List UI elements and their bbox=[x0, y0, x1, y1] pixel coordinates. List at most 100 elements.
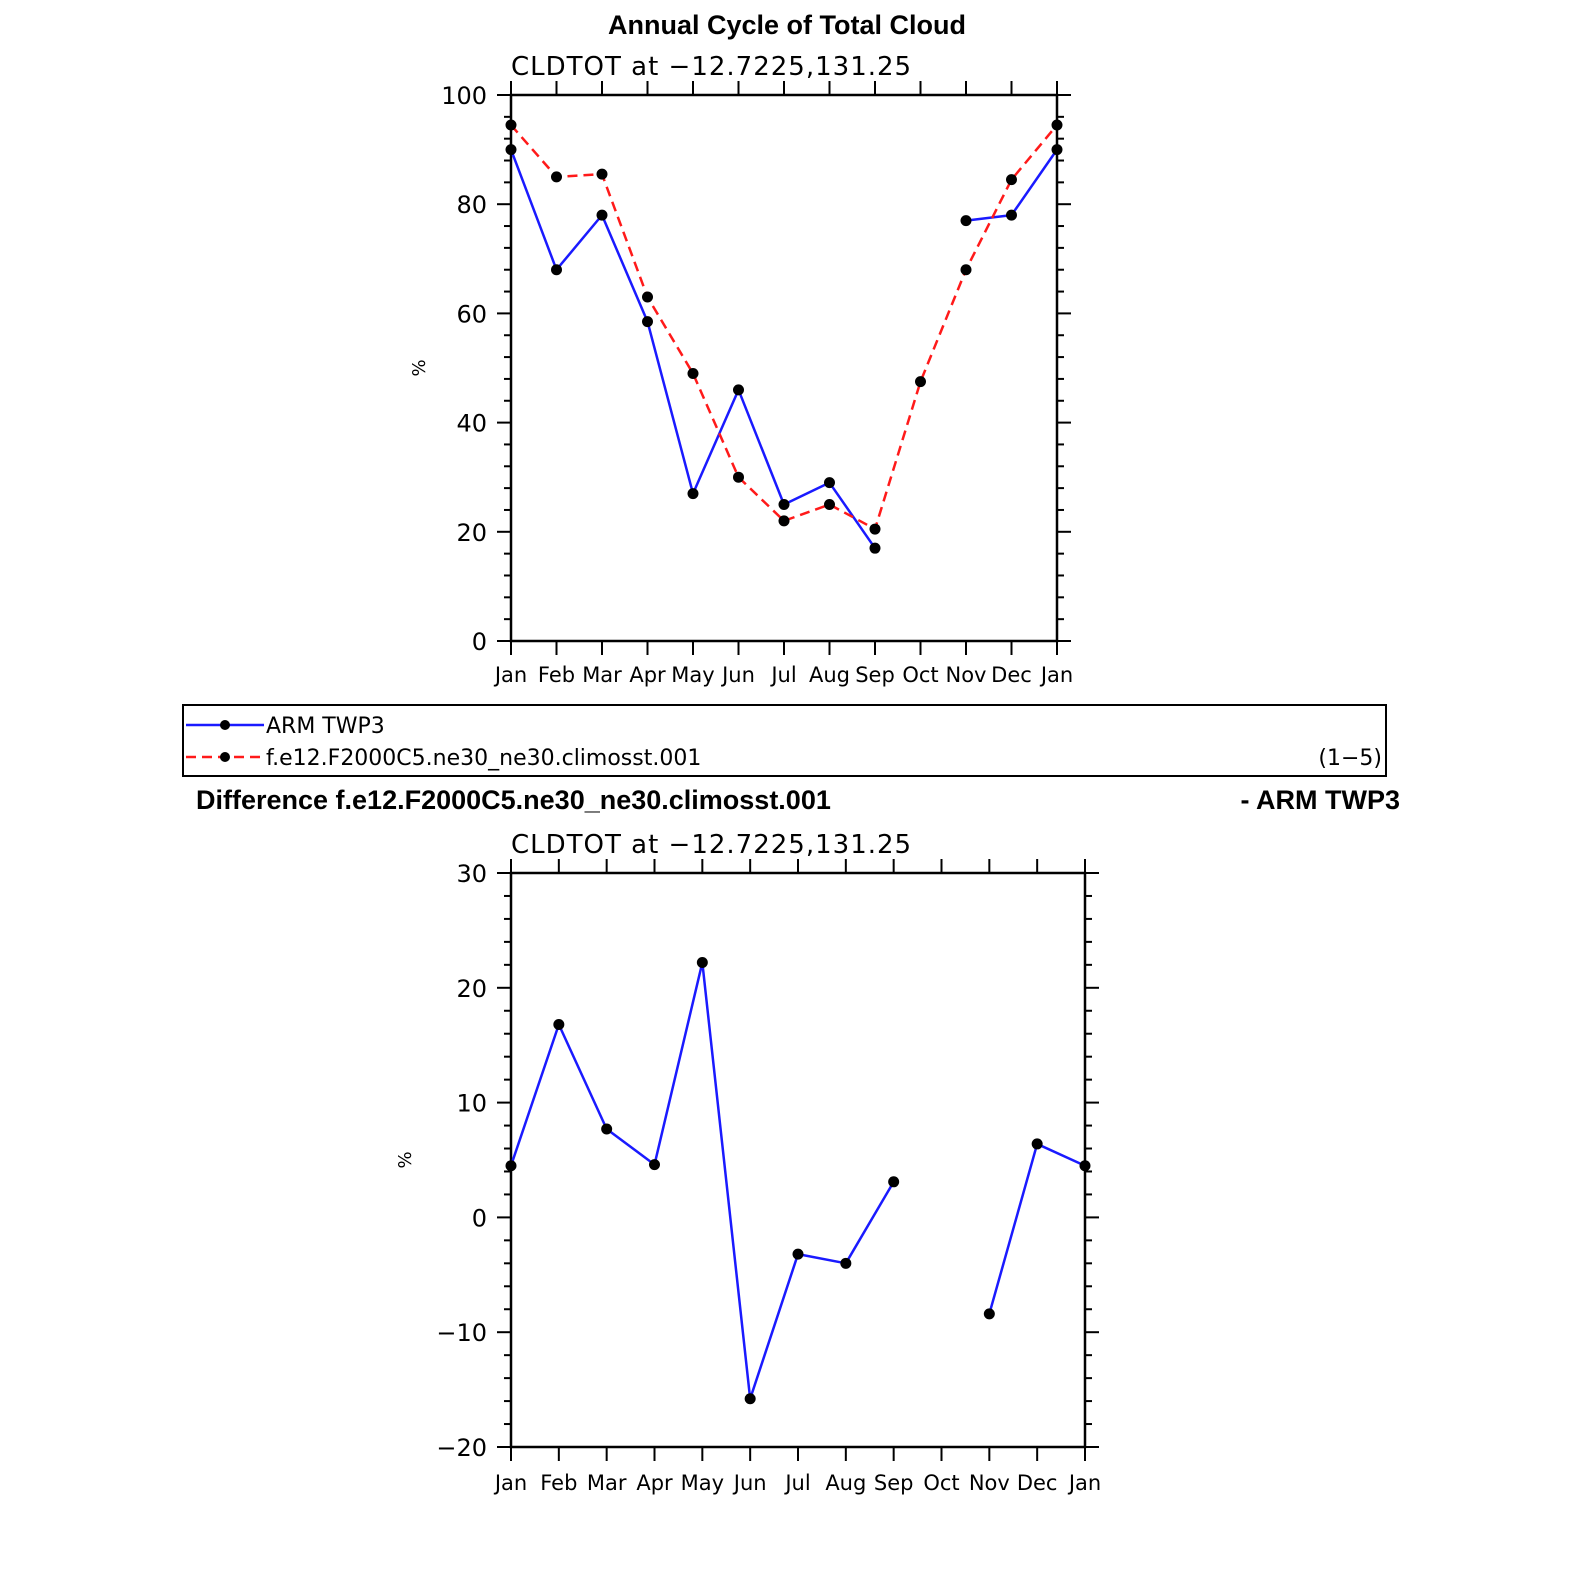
x-tick-label: Jun bbox=[732, 1471, 767, 1495]
data-point bbox=[642, 316, 653, 328]
series-a bbox=[505, 957, 1091, 1405]
chart-subtitle: CLDTOT at −12.7225,131.25 bbox=[511, 52, 912, 82]
data-point bbox=[824, 499, 835, 510]
data-point bbox=[642, 291, 653, 303]
data-point bbox=[1031, 1138, 1043, 1150]
legend-box bbox=[182, 704, 1387, 777]
data-point bbox=[1051, 144, 1063, 156]
data-point bbox=[733, 384, 744, 396]
data-point bbox=[1006, 209, 1017, 221]
legend-entry-arm-twp3: ARM TWP3 bbox=[186, 714, 385, 739]
legend-label-arm-twp3: ARM TWP3 bbox=[266, 714, 385, 739]
legend: ARM TWP3 f.e12.F2000C5.ne30_ne30.climoss… bbox=[182, 704, 1387, 777]
data-point bbox=[553, 1019, 565, 1031]
data-point bbox=[888, 1176, 900, 1188]
data-point bbox=[1051, 119, 1063, 131]
y-tick-label: 80 bbox=[456, 191, 487, 219]
series-line bbox=[988, 1142, 1086, 1315]
x-tick-label: Jan bbox=[1067, 1471, 1101, 1495]
y-tick-label: 0 bbox=[472, 1204, 487, 1232]
x-tick-label: Sep bbox=[855, 663, 895, 687]
x-tick-label: Apr bbox=[629, 663, 666, 687]
legend-label-model: f.e12.F2000C5.ne30_ne30.climosst.001 bbox=[266, 746, 701, 771]
x-tick-label: Aug bbox=[825, 1471, 866, 1495]
x-tick-label: Sep bbox=[874, 1471, 914, 1495]
data-point bbox=[505, 119, 517, 131]
data-point bbox=[596, 209, 608, 221]
x-tick-label: Aug bbox=[809, 663, 850, 687]
difference-chart: CLDTOT at −12.7225,131.25% −20 −10 0 10 20 30 J… bbox=[395, 830, 1101, 1495]
y-tick-label: 30 bbox=[456, 860, 487, 888]
x-tick-label: Jan bbox=[1039, 663, 1073, 687]
x-tick-label: Dec bbox=[1017, 1471, 1058, 1495]
data-point bbox=[1079, 1160, 1091, 1172]
data-point bbox=[1006, 174, 1017, 186]
data-point bbox=[792, 1248, 804, 1260]
data-point bbox=[960, 264, 972, 276]
plot-frame bbox=[509, 871, 1087, 1449]
x-tick-label: Dec bbox=[991, 663, 1032, 687]
y-tick-label: 10 bbox=[456, 1090, 487, 1118]
y-tick-label: 100 bbox=[441, 82, 487, 110]
data-point bbox=[505, 1160, 517, 1172]
data-point bbox=[733, 471, 744, 483]
data-point bbox=[778, 499, 790, 510]
difference-title-right: - ARM TWP3 bbox=[1241, 785, 1400, 815]
x-tick-label: Feb bbox=[540, 1471, 577, 1495]
y-tick-label: −10 bbox=[436, 1319, 487, 1347]
x-tick-label: Nov bbox=[969, 1471, 1010, 1495]
series-b bbox=[505, 119, 1063, 535]
x-tick-label: Mar bbox=[587, 1471, 627, 1495]
data-point bbox=[601, 1123, 613, 1135]
data-point bbox=[983, 1308, 995, 1320]
x-tick-label: Jul bbox=[783, 1471, 810, 1495]
data-point bbox=[505, 144, 517, 156]
x-tick-label: Oct bbox=[902, 663, 938, 687]
y-tick-label: 40 bbox=[456, 410, 487, 438]
legend-note: (1−5) bbox=[1318, 746, 1382, 771]
data-point bbox=[840, 1257, 852, 1269]
chart-subtitle: CLDTOT at −12.7225,131.25 bbox=[511, 830, 912, 860]
data-point bbox=[869, 523, 881, 535]
x-tick-label: Feb bbox=[538, 663, 575, 687]
data-point bbox=[649, 1159, 660, 1171]
data-point bbox=[687, 488, 699, 500]
y-tick-label: 60 bbox=[456, 300, 487, 328]
data-point bbox=[824, 477, 835, 489]
data-point bbox=[960, 215, 972, 227]
x-tick-label: May bbox=[681, 1471, 724, 1495]
data-point bbox=[551, 171, 562, 183]
data-point bbox=[869, 542, 881, 554]
annual-cycle-chart: CLDTOT at −12.7225,131.25% 0 20 40 60 80 100 Ja… bbox=[409, 52, 1073, 687]
difference-title-left: Difference f.e12.F2000C5.ne30_ne30.climo… bbox=[196, 785, 831, 815]
data-point bbox=[744, 1393, 756, 1405]
y-tick-label: 20 bbox=[456, 519, 487, 547]
x-tick-label: Jul bbox=[769, 663, 796, 687]
x-tick-label: Jan bbox=[493, 1471, 527, 1495]
series-a bbox=[505, 144, 1063, 554]
x-tick-label: Oct bbox=[923, 1471, 959, 1495]
data-point bbox=[915, 376, 926, 388]
x-tick-label: Jun bbox=[720, 663, 755, 687]
y-tick-label: −20 bbox=[436, 1434, 487, 1462]
x-tick-label: Mar bbox=[582, 663, 622, 687]
y-tick-label: 20 bbox=[456, 975, 487, 1003]
figure-title: Annual Cycle of Total Cloud bbox=[608, 10, 966, 40]
legend-marker-model bbox=[220, 752, 230, 762]
legend-entry-model: f.e12.F2000C5.ne30_ne30.climosst.001 bbox=[186, 746, 701, 771]
data-point bbox=[551, 264, 562, 276]
x-tick-label: Nov bbox=[946, 663, 987, 687]
data-point bbox=[778, 515, 790, 527]
y-axis-label: % bbox=[395, 1151, 416, 1168]
legend-marker-arm-twp3 bbox=[220, 720, 230, 730]
series-line bbox=[509, 961, 895, 1401]
x-tick-label: Apr bbox=[636, 1471, 673, 1495]
y-axis-label: % bbox=[409, 359, 430, 376]
series-line bbox=[510, 124, 1058, 531]
x-tick-label: Jan bbox=[493, 663, 527, 687]
plot-frame bbox=[509, 93, 1059, 643]
y-tick-label: 0 bbox=[472, 628, 487, 656]
data-point bbox=[596, 168, 608, 180]
x-tick-label: May bbox=[671, 663, 714, 687]
